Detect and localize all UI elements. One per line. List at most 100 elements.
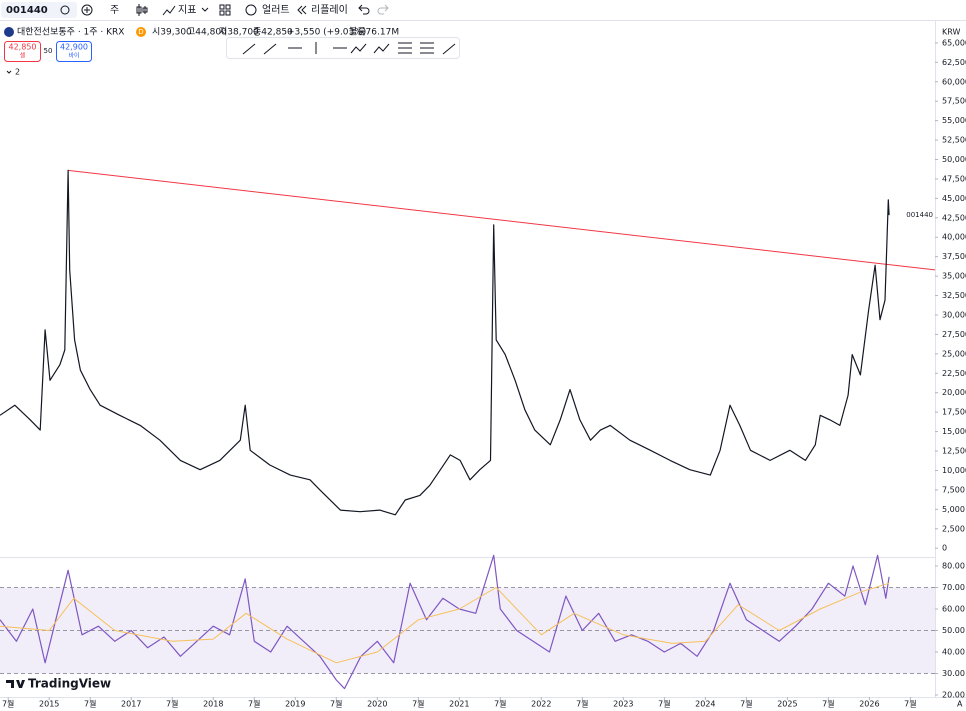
undo-icon[interactable] <box>358 4 370 15</box>
y-tick-label: 42,500 <box>942 213 966 222</box>
x-tick-label: 7월 <box>904 699 916 709</box>
symbol-name: 대한전선보통주 · 1주 · KRX <box>17 27 124 38</box>
drawing-tools <box>242 42 456 55</box>
x-tick-label: 7월 <box>740 699 752 709</box>
x-tick-label: 7월 <box>166 699 178 709</box>
buy-button[interactable] <box>56 41 92 62</box>
replay-icon[interactable] <box>297 5 307 15</box>
y-tick-label: 50.00 <box>942 626 965 635</box>
plot-area: 0 2,500 5,000 7,500 10,000 12,500 15,000 17,500… <box>0 38 966 709</box>
y-tick-label: 30.00 <box>942 669 965 678</box>
series-line <box>0 582 890 664</box>
x-tick-label: 7월 <box>248 699 260 709</box>
y-tick-label: 57,500 <box>942 97 966 106</box>
low: 저38,700 <box>219 27 259 38</box>
volume: 볼륨76.17M <box>349 27 399 38</box>
trend-line <box>68 169 936 271</box>
x-tick-label: 7월 <box>658 699 670 709</box>
replay[interactable]: 리플레이 <box>311 4 348 16</box>
x-tick-label: 7월 <box>2 699 14 709</box>
x-tick-label: 7월 <box>822 699 834 709</box>
tool-icons[interactable] <box>242 42 456 55</box>
y-tick-label: 0 <box>942 544 947 553</box>
y-tick-label: 10,000 <box>942 466 966 475</box>
y-tick-label: 20.00 <box>942 691 965 700</box>
y-tick-label: 35,000 <box>942 272 966 281</box>
badge-dot <box>136 27 146 37</box>
symbol-logo <box>4 27 14 37</box>
symbol-menu-icon[interactable] <box>60 5 70 15</box>
y-tick-label: 12,500 <box>942 447 966 456</box>
x-tick-label: 7월 <box>494 699 506 709</box>
y-tick-label: 65,000 <box>942 38 966 47</box>
spread: 50 <box>44 47 53 55</box>
last-price-tag <box>911 209 934 222</box>
y-tick-label: 32,500 <box>942 291 966 300</box>
sell-label[interactable]: 셀 <box>20 52 26 60</box>
open: 시39,300 <box>152 27 192 38</box>
y-tick-label: 60,000 <box>942 77 966 86</box>
layouts-icon[interactable] <box>219 4 231 16</box>
sell-price[interactable]: 42,850 <box>9 43 37 52</box>
y-tick-label: 45,000 <box>942 194 966 203</box>
x-tick-label: 7월 <box>330 699 342 709</box>
x-tick-label: 2019 <box>285 700 305 709</box>
y-tick-label: 5,000 <box>942 505 965 514</box>
y-tick-label: 80.00 <box>942 562 965 571</box>
auto-scale[interactable]: A <box>957 700 963 709</box>
x-tick-label: 2021 <box>449 700 469 709</box>
x-tick-label: 7월 <box>412 699 424 709</box>
y-tick-label: 60.00 <box>942 605 965 614</box>
high: 고44,800 <box>187 28 227 38</box>
currency: KRW <box>942 28 960 37</box>
chart-type-icon[interactable] <box>136 4 148 16</box>
alert-icon[interactable] <box>245 4 257 16</box>
y-tick-label: 30,000 <box>942 310 966 319</box>
x-tick-label: 2024 <box>695 700 715 709</box>
change: +3,550 (+9.03%) <box>287 28 366 38</box>
y-tick-label: 62,500 <box>942 58 966 67</box>
y-tick-label: 47,500 <box>942 174 966 183</box>
series-name: 001440 <box>906 211 933 219</box>
y-tick-label: 27,500 <box>942 330 966 339</box>
badge: D <box>138 28 143 36</box>
x-tick-label: 2017 <box>121 700 141 709</box>
toolbar <box>0 0 966 20</box>
x-tick-label: 2020 <box>367 700 387 709</box>
logo-icon <box>6 680 25 688</box>
close: 종42,850 <box>253 27 293 38</box>
x-tick-label: 2025 <box>777 700 797 709</box>
symbol-box[interactable] <box>1 2 77 18</box>
add-symbol-icon[interactable] <box>81 4 93 16</box>
y-tick-label: 7,500 <box>942 485 965 494</box>
y-tick-label: 17,500 <box>942 408 966 417</box>
x-tick-label: 2023 <box>613 700 633 709</box>
indicators[interactable]: 지표 <box>178 4 196 16</box>
redo-icon[interactable] <box>377 4 389 15</box>
y-tick-label: 40.00 <box>942 648 965 657</box>
series-line <box>0 169 890 516</box>
sell-button[interactable] <box>4 41 41 62</box>
symbol[interactable]: 001440 <box>6 5 48 16</box>
y-tick-label: 55,000 <box>942 116 966 125</box>
x-tick-label: 2022 <box>531 700 551 709</box>
interval[interactable]: 주 <box>110 5 119 16</box>
indicators-menu[interactable] <box>201 7 209 12</box>
buy-price[interactable]: 42,900 <box>60 43 88 52</box>
logo: TradingView <box>28 677 111 691</box>
y-tick-label: 25,000 <box>942 349 966 358</box>
x-tick-label: 2015 <box>39 700 59 709</box>
indicator-count[interactable]: 2 <box>15 68 20 77</box>
y-tick-label: 37,500 <box>942 252 966 261</box>
y-tick-label: 2,500 <box>942 524 965 533</box>
indicators-icon[interactable] <box>162 5 176 16</box>
y-tick-label: 15,000 <box>942 427 966 436</box>
y-tick-label: 20,000 <box>942 388 966 397</box>
indicator-toggle[interactable] <box>6 70 12 74</box>
x-tick-label: 2018 <box>203 700 223 709</box>
buy-label[interactable]: 바이 <box>68 52 79 60</box>
y-tick-label: 22,500 <box>942 369 966 378</box>
y-tick-label: 40,000 <box>942 233 966 242</box>
alerts[interactable]: 얼러트 <box>262 4 290 16</box>
